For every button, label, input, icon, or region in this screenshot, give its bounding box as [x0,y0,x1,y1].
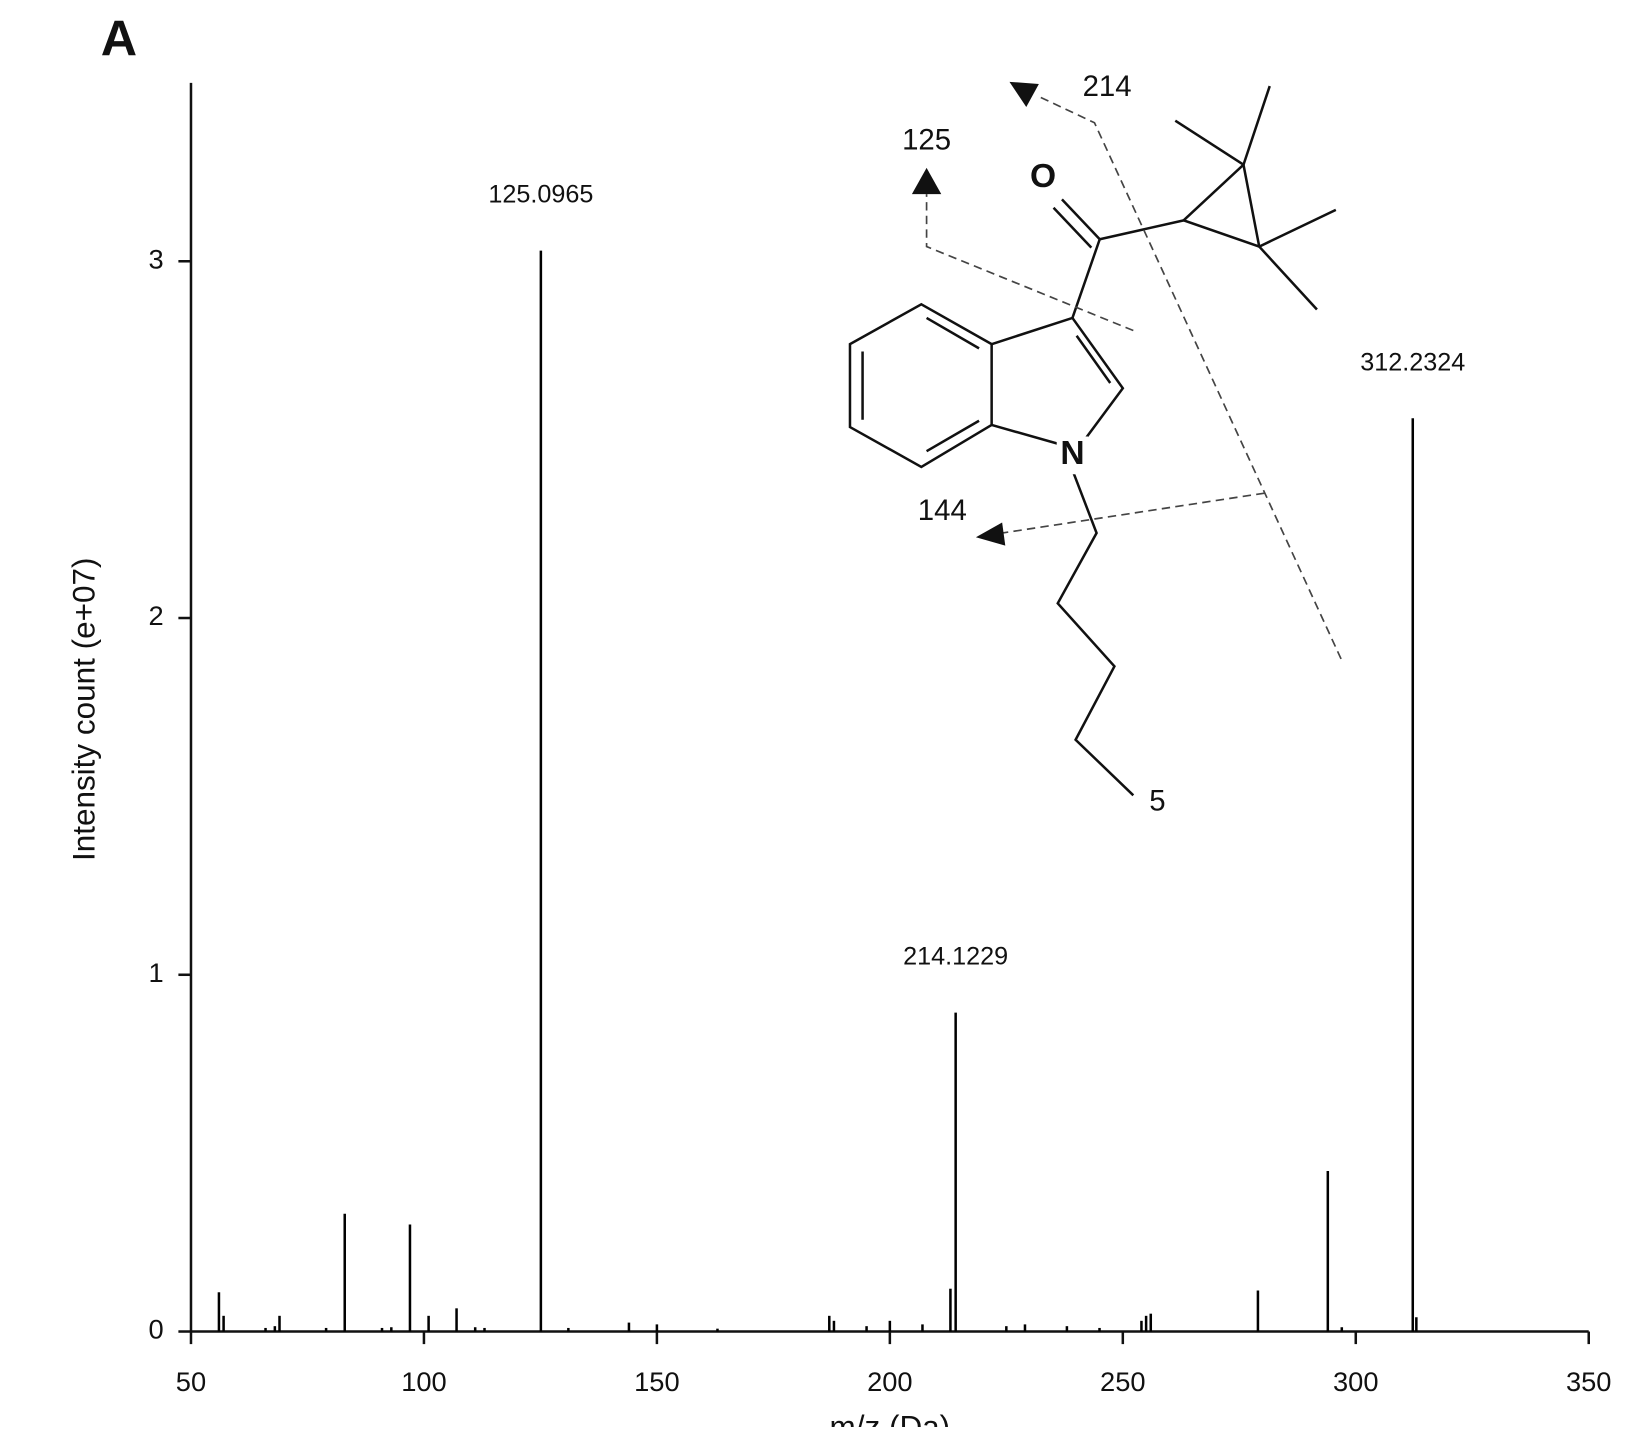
bond [991,423,1063,447]
peak-label: 214.1229 [903,943,1008,971]
atom-label: N [1060,435,1084,472]
peak-label: 125.0965 [488,181,593,209]
bond [1075,335,1112,384]
arrow-head [975,522,1006,546]
x-tick-label: 200 [867,1366,913,1397]
peak-label: 312.2324 [1360,348,1465,376]
cleavage-line [1038,95,1342,660]
x-tick-label: 250 [1100,1366,1146,1397]
bond [1061,198,1101,241]
benzene-ring [848,302,993,469]
cyclopropane [1181,162,1261,249]
arrow-head [1009,81,1039,108]
y-tick-label: 1 [149,957,164,988]
bond [925,419,980,453]
pentyl-chain [1056,469,1135,797]
x-tick-label: 300 [1333,1366,1379,1397]
bond [1242,85,1271,166]
y-axis-label: Intensity count (e+07) [66,558,101,862]
cleavage-line [1002,492,1265,534]
bond [925,316,980,350]
atom-label: O [1030,158,1056,195]
x-tick-label: 50 [176,1366,206,1397]
cleavage-line [925,194,1134,332]
fragment-label: 214 [1083,70,1132,103]
arrow-head [911,167,942,195]
fragment-label: 144 [918,494,967,527]
bond [1052,206,1093,249]
x-tick-label: 150 [634,1366,680,1397]
panel-label: A [101,9,137,66]
bond [1258,245,1318,311]
y-tick-label: 0 [149,1314,164,1345]
pyrrole-ring [991,316,1125,446]
bond [1258,208,1337,248]
x-tick-label: 100 [401,1366,447,1397]
structure [848,81,1342,797]
bond [1174,119,1245,166]
x-axis-label: m/z (Da) [830,1409,951,1427]
bond [1099,219,1184,241]
position-label: 5 [1149,784,1165,817]
x-tick-label: 350 [1566,1366,1612,1397]
fragment-label: 125 [902,123,951,156]
y-tick-label: 2 [149,600,164,631]
label-bg [1028,157,1058,196]
y-tick-label: 3 [149,243,164,274]
bond [1071,238,1101,319]
label-bg [1056,436,1089,475]
